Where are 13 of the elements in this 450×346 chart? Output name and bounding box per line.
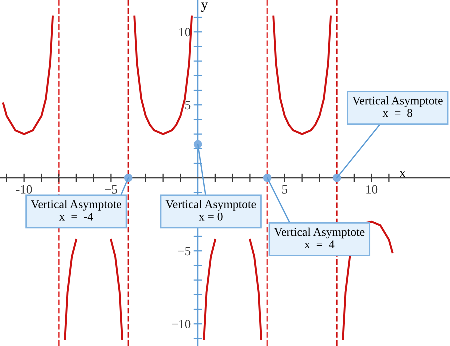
annotation: Vertical Asymptote x = -4 <box>31 200 122 221</box>
annotation: Vertical Asymptote x = 0 <box>166 200 256 221</box>
annotation: Vertical Asymptote x = 8 <box>352 96 443 118</box>
y-tick-label: −10 <box>172 320 191 329</box>
x-axis-title: x <box>399 171 406 178</box>
y-tick-label: −5 <box>178 247 191 256</box>
x-tick-label: 5 <box>282 186 288 194</box>
x-tick-label: 10 <box>366 185 378 194</box>
x-tick-label: -10 <box>16 185 32 194</box>
annotation: Vertical Asymptote x = 4 <box>274 228 365 248</box>
y-axis-title: y <box>201 2 208 12</box>
y-tick-label: 5 <box>186 101 191 110</box>
x-tick-label: −5 <box>105 186 118 194</box>
